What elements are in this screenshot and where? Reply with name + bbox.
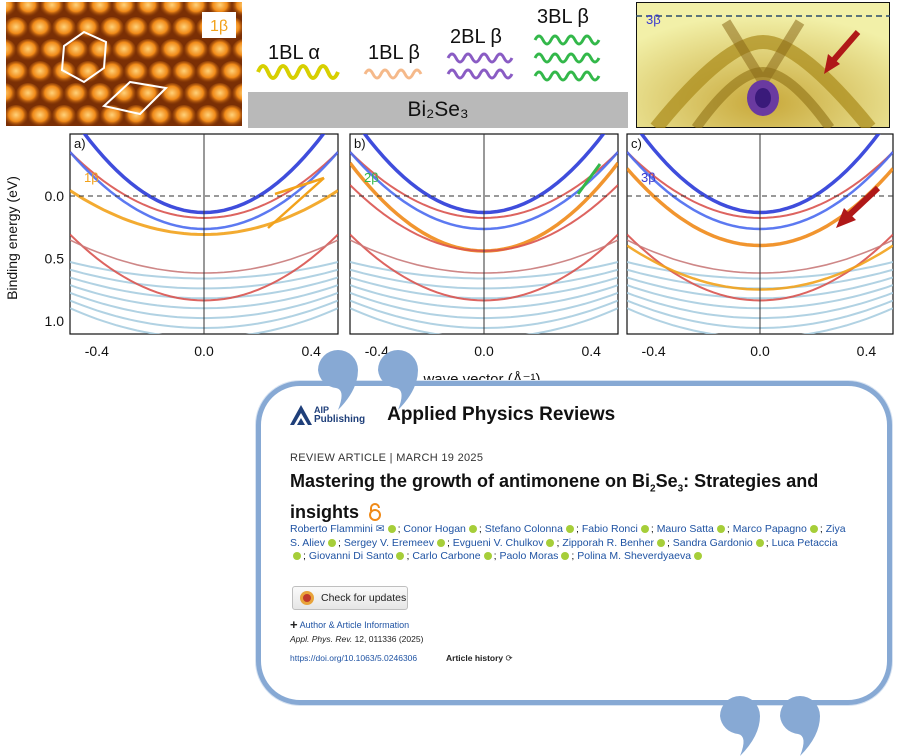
orcid-icon[interactable] [436, 538, 445, 547]
orcid-icon[interactable] [561, 552, 570, 561]
author-link[interactable]: Ziya S. Aliev [290, 523, 846, 549]
orcid-icon[interactable] [716, 525, 725, 534]
author-link[interactable]: Luca Petaccia [771, 536, 838, 549]
author-link[interactable]: Stefano Colonna [484, 523, 563, 535]
orcid-icon[interactable] [656, 538, 665, 547]
aip-logo-icon [290, 405, 312, 425]
author-link[interactable]: Conor Hogan [403, 523, 466, 535]
legend-3bl-beta: 3BL β [537, 6, 589, 28]
article-meta: REVIEW ARTICLE | MARCH 19 2025 [290, 452, 484, 464]
orcid-icon[interactable] [468, 525, 477, 534]
orcid-icon[interactable] [387, 525, 396, 534]
author-link[interactable]: Giovanni Di Santo [308, 550, 394, 563]
stm-label: 1β [210, 18, 228, 35]
panel-letter: b) [354, 136, 366, 151]
x-tick-label: -0.4 [642, 343, 666, 359]
y-tick-label: 0.0 [45, 188, 65, 204]
journal-name[interactable]: Applied Physics Reviews [387, 404, 616, 425]
author-link[interactable]: Paolo Moras [499, 550, 559, 563]
panel-letter: c) [631, 136, 642, 151]
legend-waves [256, 34, 601, 82]
x-tick-label: 0.4 [857, 343, 877, 359]
author-link[interactable]: Mauro Satta [656, 523, 714, 535]
author-list: Roberto Flammini ✉; Conor Hogan; Stefano… [290, 523, 846, 563]
legend-1bl-alpha: 1BL α [268, 42, 320, 64]
orcid-icon[interactable] [565, 525, 574, 534]
article-history-link[interactable]: Article history ⟳ [446, 653, 513, 663]
author-link[interactable]: Evgueni V. Chulkov [452, 536, 544, 549]
orcid-icon[interactable] [640, 525, 649, 534]
orcid-icon[interactable] [396, 552, 405, 561]
article-type: REVIEW ARTICLE [290, 452, 387, 464]
author-link[interactable]: Carlo Carbone [412, 550, 481, 563]
y-tick-label: 1.0 [45, 313, 65, 329]
arpes-image: 3β [636, 2, 890, 128]
band-plots: a) 1β -0.4 0.0 0.4 b) 2β -0.4 0.0 0.4 c) 3β -0.4 0.0 0… [45, 133, 894, 388]
check-for-updates-button[interactable]: Check for updates [292, 586, 408, 610]
author-link[interactable]: Roberto Flammini [290, 523, 373, 535]
x-tick-label: 0.4 [301, 343, 321, 359]
y-tick-label: 0.5 [45, 251, 65, 267]
publish-date: MARCH 19 2025 [396, 452, 484, 464]
x-tick-label: -0.4 [85, 343, 109, 359]
x-tick-label: 0.4 [581, 343, 601, 359]
citation: Appl. Phys. Rev. 12, 011336 (2025) [290, 634, 424, 644]
crossmark-icon [300, 591, 314, 605]
author-link[interactable]: Sandra Gardonio [672, 536, 753, 549]
open-access-icon [369, 502, 382, 521]
legend-2bl-beta: 2BL β [450, 26, 502, 48]
publisher-aip: AIP [314, 405, 330, 415]
history-icon: ⟳ [505, 653, 513, 663]
orcid-icon[interactable] [328, 538, 337, 547]
author-link[interactable]: Sergey V. Eremeev [343, 536, 434, 549]
orcid-icon[interactable] [694, 552, 703, 561]
orcid-icon[interactable] [755, 538, 764, 547]
plus-icon: + [290, 617, 298, 632]
article-title: Mastering the growth of antimonene on Bi… [290, 471, 819, 522]
orcid-icon[interactable] [483, 552, 492, 561]
orcid-icon[interactable] [293, 552, 301, 561]
article-card [256, 381, 892, 705]
arpes-label: 3β [646, 12, 661, 27]
x-tick-label: 0.0 [194, 343, 214, 359]
author-info-toggle[interactable]: + Author & Article Information [290, 617, 410, 632]
orcid-icon[interactable] [809, 525, 818, 534]
x-tick-label: 0.0 [750, 343, 770, 359]
author-link[interactable]: Marco Papagno [732, 523, 807, 535]
author-link[interactable]: Zipporah R. Benher [562, 536, 654, 549]
panel-letter: a) [74, 136, 86, 151]
author-link[interactable]: Fabio Ronci [581, 523, 638, 535]
panel-tag: 1β [84, 170, 99, 185]
x-tick-label: 0.0 [474, 343, 494, 359]
panel-tag: 2β [364, 170, 379, 185]
email-icon[interactable]: ✉ [372, 523, 385, 535]
panel-tag: 3β [641, 170, 656, 185]
x-tick-label: -0.4 [365, 343, 389, 359]
journal-header: AIP Publishing Applied Physics Reviews [290, 404, 615, 426]
stm-image: 1β [6, 2, 242, 126]
legend-1bl-beta: 1BL β [368, 42, 420, 64]
publisher-publishing: Publishing [314, 414, 366, 425]
doi-link[interactable]: https://doi.org/10.1063/5.0246306 [290, 653, 418, 663]
author-link[interactable]: Polina M. Sheverdyaeva [577, 550, 692, 563]
open-quote-icon [318, 350, 418, 410]
orcid-icon[interactable] [546, 538, 555, 547]
close-quote-icon [720, 696, 820, 756]
substrate-bar: Bi₂Se₃ [248, 92, 628, 128]
